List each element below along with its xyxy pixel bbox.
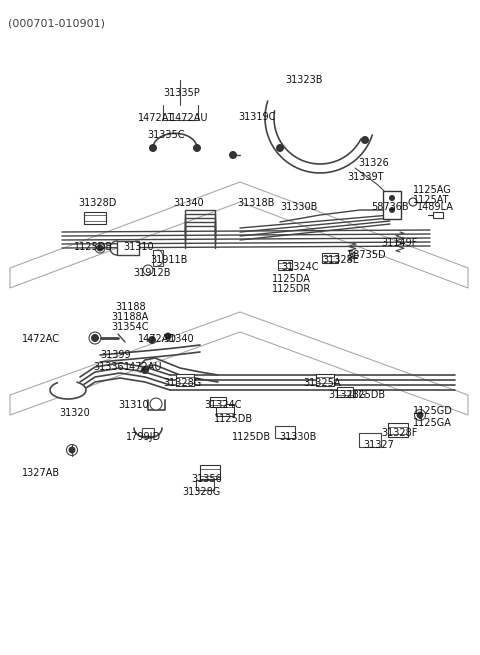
Circle shape bbox=[389, 195, 395, 201]
Text: 31319C: 31319C bbox=[238, 112, 276, 122]
Bar bbox=[142, 428, 154, 436]
Text: 31149F: 31149F bbox=[381, 238, 417, 248]
Circle shape bbox=[143, 265, 153, 275]
Bar bbox=[200, 465, 220, 479]
Circle shape bbox=[389, 207, 395, 213]
Text: 1125GA: 1125GA bbox=[413, 418, 452, 428]
Text: 31188A: 31188A bbox=[111, 312, 148, 322]
Bar bbox=[359, 433, 381, 447]
Text: 31328G: 31328G bbox=[163, 378, 201, 388]
Circle shape bbox=[149, 144, 157, 152]
Text: 31323B: 31323B bbox=[285, 75, 323, 85]
Text: 1125DB: 1125DB bbox=[232, 432, 271, 442]
Bar bbox=[433, 212, 443, 218]
Text: 1125DA: 1125DA bbox=[272, 274, 311, 284]
Text: 31335P: 31335P bbox=[163, 88, 200, 98]
Text: 1472AD: 1472AD bbox=[138, 334, 177, 344]
Text: 31327: 31327 bbox=[363, 440, 394, 450]
Bar bbox=[196, 480, 214, 490]
Bar bbox=[216, 404, 234, 416]
Circle shape bbox=[193, 144, 201, 152]
Text: 1125AT: 1125AT bbox=[413, 195, 449, 205]
Circle shape bbox=[361, 136, 369, 144]
Text: 31320: 31320 bbox=[59, 408, 90, 418]
Circle shape bbox=[148, 336, 156, 344]
Text: 31399: 31399 bbox=[100, 350, 131, 360]
Text: 31330B: 31330B bbox=[279, 432, 316, 442]
Circle shape bbox=[417, 411, 423, 419]
Text: 58735D: 58735D bbox=[347, 250, 385, 260]
Circle shape bbox=[69, 447, 75, 453]
Bar bbox=[316, 374, 334, 386]
Bar bbox=[388, 423, 408, 437]
Text: 31328E: 31328E bbox=[322, 255, 359, 265]
Text: 1472AU: 1472AU bbox=[170, 113, 208, 123]
Circle shape bbox=[150, 398, 162, 410]
Bar bbox=[176, 374, 194, 386]
Circle shape bbox=[165, 333, 171, 339]
Text: 31328G: 31328G bbox=[328, 390, 366, 400]
Text: 31310: 31310 bbox=[123, 242, 154, 252]
Text: 58736B: 58736B bbox=[371, 202, 408, 212]
Text: 31330B: 31330B bbox=[280, 202, 317, 212]
Text: 31328F: 31328F bbox=[381, 428, 418, 438]
Text: 1472AT: 1472AT bbox=[138, 113, 175, 123]
Circle shape bbox=[91, 334, 99, 342]
Text: 31326: 31326 bbox=[358, 158, 389, 168]
Bar bbox=[275, 426, 295, 438]
Text: 31339T: 31339T bbox=[347, 172, 384, 182]
Text: 31912B: 31912B bbox=[133, 268, 170, 278]
Bar bbox=[153, 250, 163, 266]
Bar bbox=[337, 387, 353, 397]
Text: 31356: 31356 bbox=[191, 474, 222, 484]
Bar bbox=[117, 241, 139, 255]
Bar bbox=[383, 191, 401, 219]
Text: 31335C: 31335C bbox=[147, 130, 184, 140]
Text: 31328G: 31328G bbox=[182, 487, 220, 497]
Text: 31911B: 31911B bbox=[150, 255, 187, 265]
Text: 1472AC: 1472AC bbox=[22, 334, 60, 344]
Text: 31324C: 31324C bbox=[204, 400, 241, 410]
Text: 31318B: 31318B bbox=[237, 198, 275, 208]
Bar bbox=[210, 397, 226, 407]
Text: 31336: 31336 bbox=[93, 362, 124, 372]
Text: 1799JD: 1799JD bbox=[126, 432, 161, 442]
Text: 1125DB: 1125DB bbox=[347, 390, 386, 400]
Text: 31324C: 31324C bbox=[281, 262, 319, 272]
Text: 31328D: 31328D bbox=[78, 198, 116, 208]
Circle shape bbox=[276, 144, 284, 152]
Text: 31340: 31340 bbox=[173, 198, 204, 208]
Text: (000701-010901): (000701-010901) bbox=[8, 18, 105, 28]
Text: 1125DR: 1125DR bbox=[272, 284, 311, 294]
Text: 1125AG: 1125AG bbox=[413, 185, 452, 195]
Text: 1125DB: 1125DB bbox=[74, 242, 113, 252]
Text: 1472AU: 1472AU bbox=[124, 362, 163, 372]
Circle shape bbox=[141, 366, 149, 374]
Text: 31325A: 31325A bbox=[303, 378, 340, 388]
Text: 31310: 31310 bbox=[118, 400, 149, 410]
Circle shape bbox=[96, 244, 104, 252]
Text: 1327AB: 1327AB bbox=[22, 468, 60, 478]
Polygon shape bbox=[50, 383, 86, 399]
Text: 31354C: 31354C bbox=[111, 322, 148, 332]
Bar bbox=[322, 253, 338, 263]
Circle shape bbox=[229, 151, 237, 159]
Text: 31340: 31340 bbox=[163, 334, 193, 344]
Text: 1489LA: 1489LA bbox=[417, 202, 454, 212]
Bar bbox=[84, 212, 106, 224]
Bar bbox=[278, 260, 292, 270]
Text: 31188: 31188 bbox=[115, 302, 145, 312]
Text: 1125GD: 1125GD bbox=[413, 406, 453, 416]
Text: 1125DB: 1125DB bbox=[214, 414, 253, 424]
Circle shape bbox=[409, 198, 417, 206]
